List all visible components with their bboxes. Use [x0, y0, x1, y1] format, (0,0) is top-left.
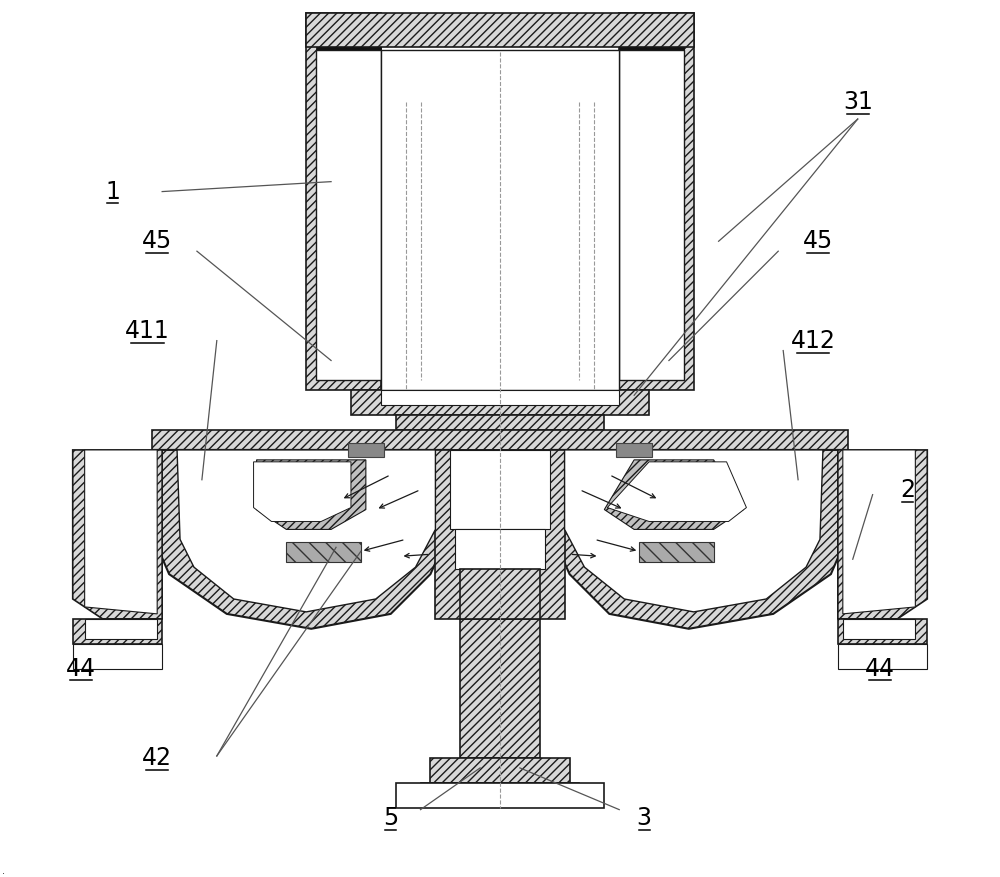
- Polygon shape: [435, 450, 565, 619]
- Polygon shape: [619, 51, 684, 381]
- Polygon shape: [286, 542, 361, 562]
- Polygon shape: [73, 644, 162, 668]
- Polygon shape: [316, 47, 381, 53]
- Text: 45: 45: [142, 229, 172, 253]
- Polygon shape: [843, 450, 915, 614]
- Polygon shape: [450, 450, 550, 530]
- Polygon shape: [85, 450, 157, 614]
- Text: 2: 2: [900, 478, 915, 502]
- Text: 412: 412: [791, 329, 835, 353]
- Polygon shape: [430, 758, 570, 783]
- Polygon shape: [550, 450, 848, 629]
- Polygon shape: [254, 462, 351, 522]
- Polygon shape: [460, 569, 540, 619]
- Polygon shape: [607, 462, 746, 522]
- Polygon shape: [351, 390, 649, 415]
- Polygon shape: [306, 12, 381, 390]
- Polygon shape: [838, 450, 927, 619]
- Polygon shape: [381, 51, 619, 390]
- Polygon shape: [619, 12, 694, 390]
- Text: 44: 44: [66, 657, 96, 681]
- Polygon shape: [381, 390, 619, 405]
- Polygon shape: [348, 443, 384, 457]
- Text: 45: 45: [803, 229, 833, 253]
- Polygon shape: [152, 450, 450, 629]
- Polygon shape: [421, 783, 579, 798]
- Polygon shape: [604, 460, 743, 530]
- Polygon shape: [177, 450, 435, 612]
- Polygon shape: [306, 12, 694, 47]
- Text: 42: 42: [142, 746, 172, 770]
- Text: 31: 31: [843, 90, 873, 114]
- Polygon shape: [838, 619, 927, 644]
- Polygon shape: [619, 47, 684, 53]
- Polygon shape: [843, 619, 915, 638]
- Polygon shape: [565, 450, 823, 612]
- Polygon shape: [838, 644, 927, 668]
- Polygon shape: [73, 450, 162, 619]
- Polygon shape: [85, 619, 157, 638]
- Polygon shape: [396, 415, 604, 430]
- Polygon shape: [316, 51, 381, 381]
- Polygon shape: [396, 783, 604, 808]
- Text: 44: 44: [865, 657, 895, 681]
- Polygon shape: [455, 530, 545, 569]
- Text: 1: 1: [105, 180, 120, 203]
- Polygon shape: [616, 443, 652, 457]
- Text: 3: 3: [637, 806, 652, 830]
- Text: 5: 5: [383, 806, 398, 830]
- Polygon shape: [152, 430, 848, 450]
- Polygon shape: [639, 542, 714, 562]
- Polygon shape: [460, 619, 540, 758]
- Polygon shape: [73, 619, 162, 644]
- Text: 411: 411: [125, 318, 170, 343]
- Polygon shape: [257, 460, 366, 530]
